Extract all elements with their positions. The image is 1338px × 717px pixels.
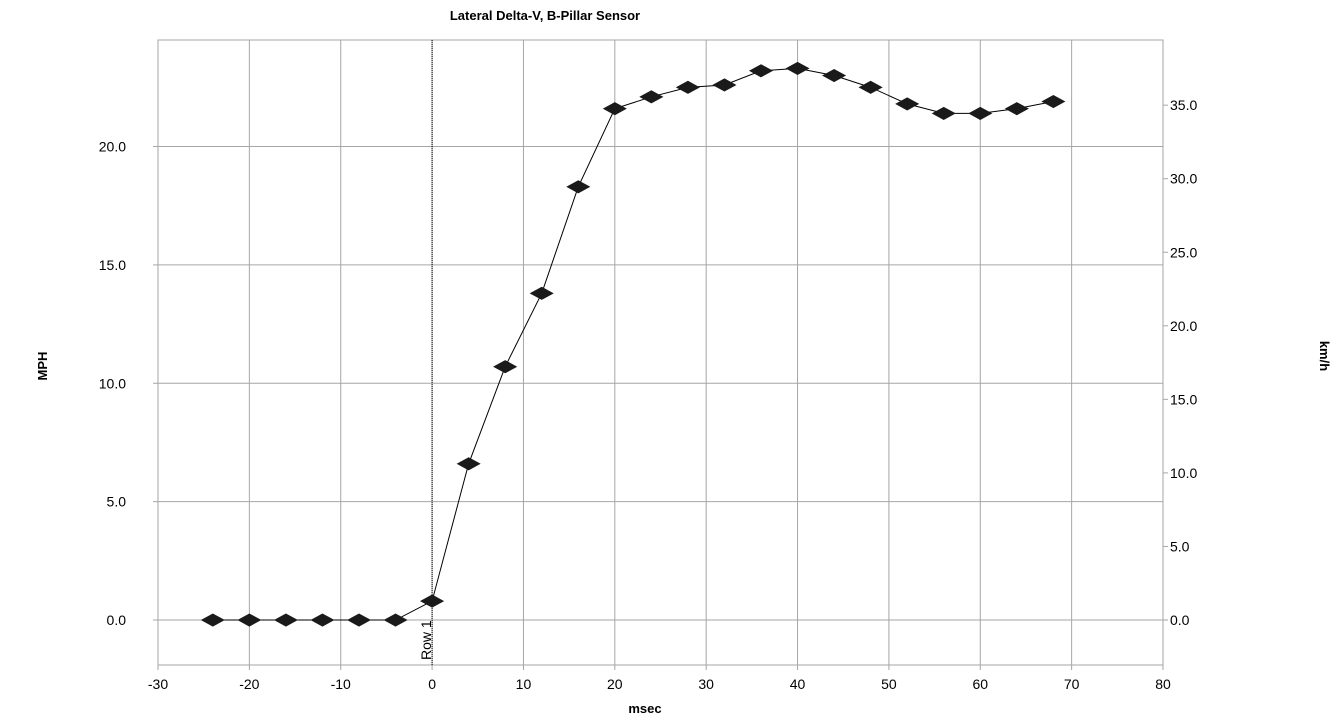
y2-tick-label: 30.0: [1170, 171, 1197, 187]
x-tick-label: 30: [698, 676, 714, 692]
y2-tick-label: 25.0: [1170, 244, 1197, 260]
x-axis-ticks: -30 -20 -10 0 10 20 30 40 50 60 70 80: [148, 665, 1171, 692]
x-tick-label: 50: [881, 676, 897, 692]
x-tick-label: -10: [331, 676, 351, 692]
y2-tick-label: 20.0: [1170, 318, 1197, 334]
data-point: [456, 457, 481, 471]
y-tick-label: 15.0: [99, 257, 126, 273]
data-point: [420, 594, 445, 608]
y2-tick-label: 5.0: [1170, 538, 1190, 554]
data-point: [639, 90, 664, 104]
y-tick-label: 5.0: [107, 494, 127, 510]
plot-area: [157, 39, 1164, 666]
y-tick-label: 10.0: [99, 375, 126, 391]
y2-tick-label: 0.0: [1170, 612, 1190, 628]
y2-tick-label: 10.0: [1170, 465, 1197, 481]
data-point: [529, 286, 554, 300]
data-point: [566, 180, 591, 194]
data-point: [237, 613, 262, 627]
data-point: [1004, 102, 1029, 116]
x-tick-label: 10: [516, 676, 532, 692]
data-point: [200, 613, 225, 627]
y2-tick-label: 35.0: [1170, 97, 1197, 113]
series-line: [212, 67, 1054, 621]
data-point: [712, 78, 737, 92]
data-point: [822, 68, 847, 83]
data-point: [383, 613, 408, 627]
x-tick-label: 0: [428, 676, 436, 692]
data-point: [602, 102, 627, 116]
data-point: [273, 613, 298, 627]
y2-axis-ticks: 0.0 5.0 10.0 15.0 20.0 25.0 30.0 35.0: [1163, 97, 1197, 628]
data-point: [858, 80, 883, 94]
data-point: [1041, 94, 1066, 109]
x-tick-label: -20: [239, 676, 259, 692]
row-marker-label: Row 1: [418, 620, 434, 660]
x-tick-label: 70: [1064, 676, 1080, 692]
data-point: [493, 360, 518, 374]
series-layer: [200, 61, 1066, 627]
y-axis-ticks: 0.0 5.0 10.0 15.0 20.0: [99, 139, 158, 628]
data-point: [675, 80, 700, 94]
y-tick-label: 0.0: [107, 612, 127, 628]
data-point: [346, 613, 372, 627]
data-point: [310, 613, 335, 627]
data-point: [748, 64, 774, 78]
annotation-layer: Row 1: [418, 40, 434, 665]
x-tick-label: 20: [607, 676, 623, 692]
x-tick-label: 60: [972, 676, 988, 692]
y-tick-label: 20.0: [99, 139, 126, 155]
data-point: [785, 61, 810, 75]
data-point: [895, 97, 920, 111]
data-point: [931, 106, 956, 120]
y-axis-label: MPH: [35, 352, 50, 381]
chart-title: Lateral Delta-V, B-Pillar Sensor: [450, 8, 640, 23]
x-tick-label: 40: [790, 676, 806, 692]
y2-axis-label: km/h: [1317, 341, 1332, 371]
x-tick-label: 80: [1155, 676, 1171, 692]
x-tick-label: -30: [148, 676, 168, 692]
x-axis-label: msec: [628, 701, 661, 716]
grid: [157, 40, 1164, 665]
data-point: [968, 106, 993, 120]
y2-tick-label: 15.0: [1170, 391, 1197, 407]
